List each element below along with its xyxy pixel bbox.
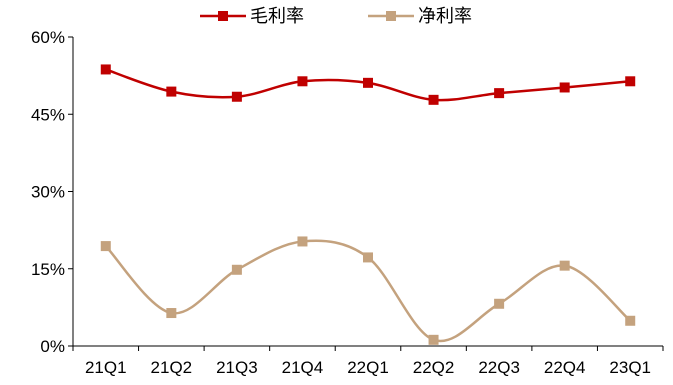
series-0-point xyxy=(363,77,373,88)
y-tick-label: 0% xyxy=(40,337,65,356)
axes xyxy=(68,36,664,351)
y-tick-label: 60% xyxy=(31,28,65,47)
legend: 毛利率 净利率 xyxy=(200,6,472,27)
series-0-point xyxy=(625,76,636,87)
series-1-point xyxy=(231,264,242,275)
series-0-point xyxy=(428,94,439,105)
x-tick-label: 21Q1 xyxy=(85,358,127,377)
series-lines xyxy=(104,68,632,343)
x-tick-label: 23Q1 xyxy=(609,358,651,377)
series-0-point xyxy=(100,64,111,75)
y-tick-label: 30% xyxy=(31,183,65,202)
legend-item-gross-margin: 毛利率 xyxy=(200,6,304,27)
y-tick-labels: 0% 15% 30% 45% 60% xyxy=(31,28,65,356)
x-tick-label: 21Q4 xyxy=(282,358,324,377)
x-tick-label: 22Q1 xyxy=(347,358,389,377)
series-1-point xyxy=(428,334,439,345)
x-tick-label: 21Q2 xyxy=(151,358,193,377)
x-tick-label: 22Q2 xyxy=(413,358,455,377)
series-1-point xyxy=(363,252,373,263)
series-1-point xyxy=(100,241,111,252)
x-tick-label: 22Q3 xyxy=(478,358,520,377)
series-0-point xyxy=(559,82,570,93)
series-1-point xyxy=(166,308,177,319)
x-tick-label: 21Q3 xyxy=(216,358,258,377)
x-tick-labels: 21Q1 21Q2 21Q3 21Q4 22Q1 22Q2 22Q3 22Q4 23Q1 xyxy=(85,358,651,377)
legend-label-net-margin: 净利率 xyxy=(418,6,472,27)
series-1-point xyxy=(559,260,570,271)
series-0-point xyxy=(297,76,308,87)
series-1-point xyxy=(494,298,505,309)
series-0-point xyxy=(231,91,242,102)
series-1-point xyxy=(297,236,308,247)
series-markers xyxy=(100,64,636,345)
series-0-point xyxy=(166,86,177,97)
series-1-point xyxy=(625,315,636,326)
series-0-point xyxy=(494,88,505,99)
y-tick-label: 15% xyxy=(31,260,65,279)
y-tick-label: 45% xyxy=(31,105,65,124)
legend-item-net-margin: 净利率 xyxy=(368,6,472,27)
legend-label-gross-margin: 毛利率 xyxy=(250,6,304,27)
x-tick-label: 22Q4 xyxy=(544,358,586,377)
